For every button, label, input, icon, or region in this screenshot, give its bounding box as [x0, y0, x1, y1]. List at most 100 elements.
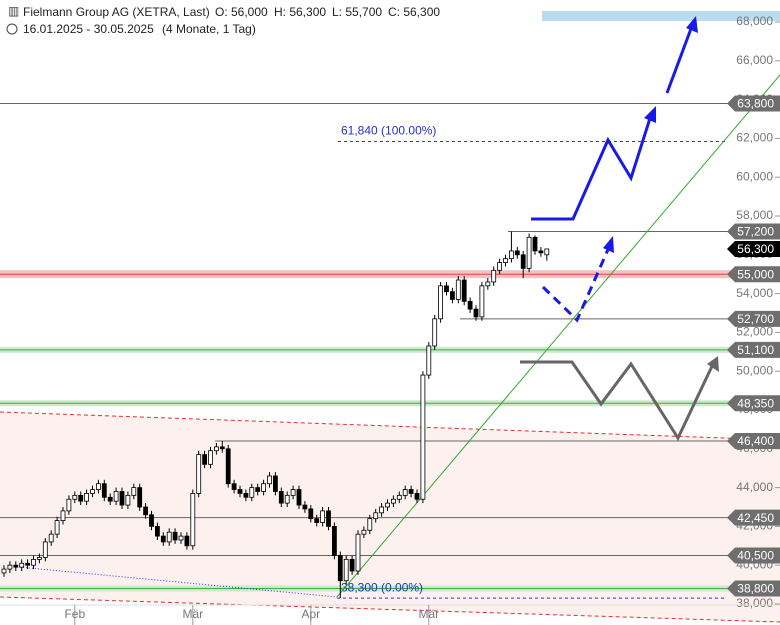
candle-body	[113, 491, 119, 502]
y-tick-label: 50,000	[736, 363, 773, 377]
candle-body	[143, 506, 149, 516]
candle-body	[72, 494, 78, 500]
candle-body	[379, 506, 385, 514]
candle-body	[284, 494, 290, 504]
level-label: 46,400	[737, 434, 774, 448]
candle-body	[237, 489, 243, 494]
candle-body	[467, 300, 473, 310]
candle-body	[514, 250, 520, 256]
level-label: 51,100	[737, 343, 774, 357]
fib-label: 61,840 (100.00%)	[341, 124, 436, 138]
candle-body	[526, 236, 532, 269]
candle-body	[473, 308, 479, 318]
candle-body	[225, 448, 231, 485]
level-tag	[727, 341, 780, 358]
candle-body	[107, 496, 113, 502]
level-tag	[727, 433, 780, 450]
x-tick-label: Mär	[418, 607, 439, 621]
candle-body	[337, 555, 343, 582]
candle-body	[497, 262, 503, 271]
candle-body	[408, 489, 414, 494]
level-label: 63,800	[737, 97, 774, 111]
candle-body	[396, 494, 402, 500]
candle-body	[249, 487, 255, 498]
candle-body	[343, 558, 349, 582]
y-tick-label: 58,000	[736, 208, 773, 222]
candle-body	[385, 502, 390, 508]
level-label: 38,800	[737, 582, 774, 596]
candle-body	[37, 557, 42, 560]
level-label: 52,700	[737, 312, 774, 326]
level-tag	[727, 547, 780, 564]
candle-body	[131, 487, 137, 496]
candle-body	[42, 541, 48, 558]
candle-body	[444, 285, 449, 293]
candle-body	[485, 281, 491, 287]
candle-body	[219, 446, 225, 450]
candle-body	[213, 446, 219, 452]
candle-body	[278, 491, 284, 504]
scenario-arrow	[665, 25, 694, 94]
candle-body	[432, 318, 438, 347]
candle-body	[538, 250, 544, 254]
fib-label: 38,300 (0.00%)	[341, 580, 423, 594]
candle-body	[19, 562, 25, 568]
candle-body	[137, 487, 143, 508]
candle-body	[267, 475, 272, 485]
candle-body	[101, 483, 107, 498]
level-tag	[727, 240, 780, 257]
y-tick-label: 38,000	[736, 596, 773, 610]
candle-body	[90, 489, 95, 494]
candle-body	[149, 514, 154, 527]
ohlc-open: O: 56,000	[215, 5, 268, 19]
candle-body	[290, 489, 296, 496]
candle-body	[48, 533, 54, 543]
scenario-arrow	[531, 111, 654, 221]
arrow-head	[686, 16, 698, 33]
candle-body	[178, 535, 184, 541]
candle-body	[520, 254, 526, 269]
candle-body	[355, 533, 361, 572]
candle-body	[166, 531, 172, 543]
scenario-arrow-dashed	[541, 244, 612, 323]
ohlc-high: H: 56,300	[274, 5, 326, 19]
level-tag	[727, 95, 780, 112]
candle-body	[438, 285, 444, 320]
candle-body	[331, 526, 337, 556]
candle-body	[60, 510, 66, 521]
candle-body	[479, 285, 485, 318]
candle-body	[125, 494, 131, 506]
level-tag	[727, 310, 780, 327]
candle-body	[420, 374, 426, 500]
arrow-head	[603, 236, 614, 253]
candle-body	[461, 279, 467, 302]
candle-body	[349, 558, 355, 572]
candle-body	[231, 483, 237, 490]
level-label: 42,450	[737, 511, 774, 525]
candle-body	[532, 236, 538, 252]
level-label: 48,350	[737, 396, 774, 410]
candle-body	[78, 494, 84, 502]
candle-body	[503, 258, 508, 263]
candle-body	[154, 526, 160, 537]
candle-body	[31, 558, 36, 566]
candle-body	[308, 508, 314, 520]
candle-body	[84, 493, 89, 502]
candle-body	[13, 564, 19, 568]
y-tick-label: 52,000	[736, 325, 773, 339]
candle-body	[190, 493, 196, 547]
target-zone	[542, 11, 780, 21]
bars-icon: ▥	[8, 4, 19, 18]
level-label: 40,500	[737, 549, 774, 563]
candle-body	[449, 291, 455, 300]
candle-body	[508, 250, 514, 260]
candle-body	[272, 475, 278, 492]
fib-connector	[7, 565, 338, 598]
y-tick-label: 66,000	[736, 53, 773, 67]
period: (4 Monate, 1 Tag)	[162, 22, 256, 36]
candle-body	[255, 487, 261, 492]
candle-body	[414, 493, 420, 500]
arrow-head	[707, 356, 719, 372]
candle-body	[390, 498, 396, 504]
trend-line	[336, 74, 780, 598]
